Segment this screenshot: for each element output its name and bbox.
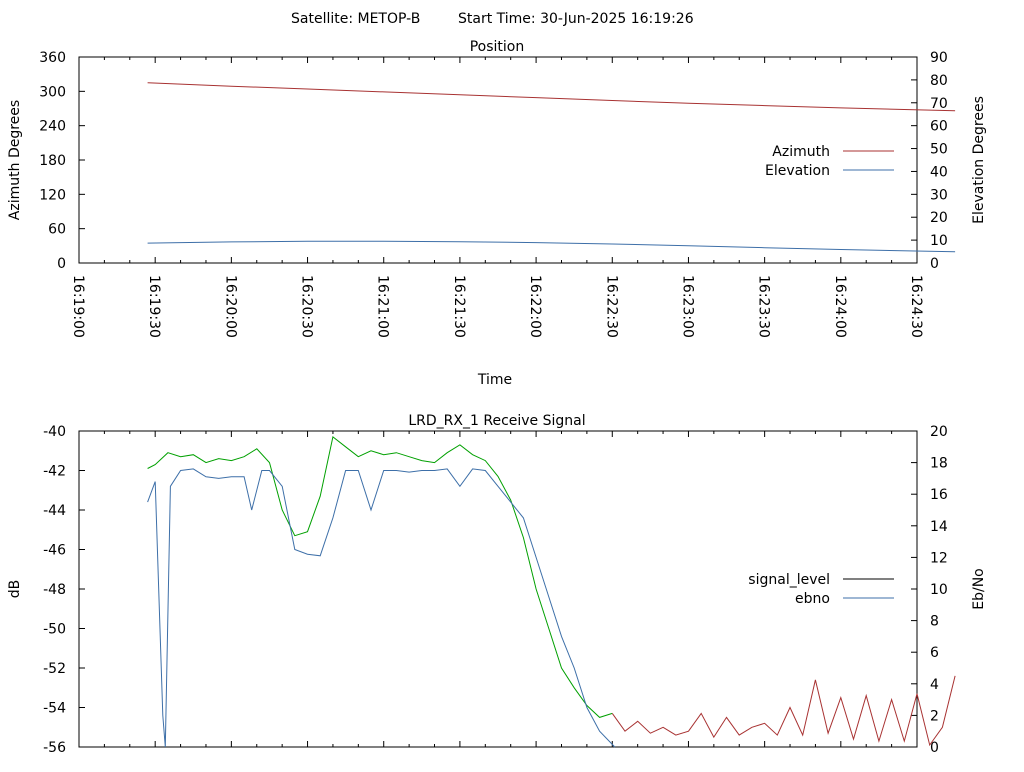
position-xtick-label-10: 16:24:00 (832, 275, 848, 338)
azimuth-tick-label-3: 180 (39, 153, 66, 169)
position-x-axis-label: Time (477, 372, 512, 388)
db-tick-label-3: -46 (43, 543, 66, 559)
elevation-tick-label-5: 50 (930, 142, 948, 158)
position-xtick-label-8: 16:23:00 (679, 275, 695, 338)
elevation-tick-label-1: 10 (930, 233, 948, 249)
db-tick-label-7: -54 (43, 701, 66, 717)
ebno-tick-label-3: 6 (930, 645, 939, 661)
legend-label-signal-level: signal_level (748, 572, 830, 588)
ebno-tick-label-9: 18 (930, 456, 948, 472)
elevation-tick-label-2: 20 (930, 210, 948, 226)
position-y2-axis-label: Elevation Degrees (971, 96, 987, 224)
series-ebno-line (147, 468, 616, 748)
azimuth-tick-label-0: 0 (57, 256, 66, 272)
position-axes: 0 60 120 180 240 300 360 0 10 20 30 40 50 60 70 80 90 16:… (39, 50, 948, 338)
db-tick-label-4: -48 (43, 582, 66, 598)
position-plot-frame (78, 56, 918, 264)
signal-series (147, 436, 956, 748)
elevation-tick-label-4: 40 (930, 164, 948, 180)
elevation-tick-label-8: 80 (930, 73, 948, 89)
position-xtick-label-0: 16:19:00 (70, 275, 86, 338)
azimuth-tick-label-1: 60 (48, 222, 66, 238)
ebno-tick-label-1: 2 (930, 708, 939, 724)
satellite-label: Satellite: METOP-B (291, 11, 420, 27)
position-xtick-label-2: 16:20:00 (222, 275, 238, 338)
db-tick-label-5: -50 (43, 622, 66, 638)
signal-axes: -40 -42 -44 -46 -48 -50 -52 -54 -56 0 2 4 6 8 10 12 14 16… (43, 424, 948, 756)
start-time-label: Start Time: 30-Jun-2025 16:19:26 (458, 11, 694, 27)
elevation-tick-label-3: 30 (930, 187, 948, 203)
signal-chart-title: LRD_RX_1 Receive Signal (408, 413, 585, 429)
ebno-tick-label-5: 10 (930, 582, 948, 598)
ebno-tick-label-4: 8 (930, 614, 939, 630)
position-legend: Azimuth Elevation (765, 144, 894, 179)
db-tick-label-1: -42 (43, 464, 66, 480)
azimuth-tick-label-4: 240 (39, 119, 66, 135)
signal-y2-axis-label: Eb/No (971, 568, 987, 610)
elevation-tick-label-9: 90 (930, 50, 948, 66)
ebno-tick-label-2: 4 (930, 677, 939, 693)
position-xtick-label-1: 16:19:30 (146, 275, 162, 338)
db-tick-label-2: -44 (43, 503, 66, 519)
position-chart-title: Position (470, 39, 525, 55)
db-tick-label-6: -52 (43, 661, 66, 677)
position-y-axis-label: Azimuth Degrees (7, 100, 23, 220)
series-signal-level-high (147, 436, 613, 718)
azimuth-tick-label-6: 360 (39, 50, 66, 66)
signal-legend: signal_level ebno (748, 572, 894, 607)
signal-y-axis-label: dB (7, 580, 23, 599)
position-xtick-label-7: 16:22:30 (603, 275, 619, 338)
azimuth-tick-label-2: 120 (39, 187, 66, 203)
position-xtick-label-4: 16:21:00 (375, 275, 391, 338)
db-tick-label-0: -40 (43, 424, 66, 440)
position-xtick-label-11: 16:24:30 (908, 275, 924, 338)
series-signal-level-low (611, 675, 956, 747)
position-series (147, 82, 956, 253)
elevation-tick-label-7: 70 (930, 96, 948, 112)
legend-label-ebno: ebno (795, 591, 830, 607)
position-xtick-label-6: 16:22:00 (527, 275, 543, 338)
position-xtick-label-9: 16:23:30 (756, 275, 772, 338)
ebno-tick-label-8: 16 (930, 487, 948, 503)
ebno-tick-label-0: 0 (930, 740, 939, 756)
series-azimuth-line (147, 82, 956, 112)
azimuth-tick-label-5: 300 (39, 84, 66, 100)
legend-label-elevation: Elevation (765, 163, 830, 179)
ebno-tick-label-6: 12 (930, 550, 948, 566)
position-xtick-label-3: 16:20:30 (299, 275, 315, 338)
elevation-tick-label-0: 0 (930, 256, 939, 272)
series-elevation-line (147, 240, 956, 253)
db-tick-label-8: -56 (43, 740, 66, 756)
ebno-tick-label-10: 20 (930, 424, 948, 440)
legend-label-azimuth: Azimuth (772, 144, 830, 160)
elevation-tick-label-6: 60 (930, 119, 948, 135)
position-xtick-label-5: 16:21:30 (451, 275, 467, 338)
ebno-tick-label-7: 14 (930, 519, 948, 535)
signal-plot-frame (78, 430, 918, 748)
